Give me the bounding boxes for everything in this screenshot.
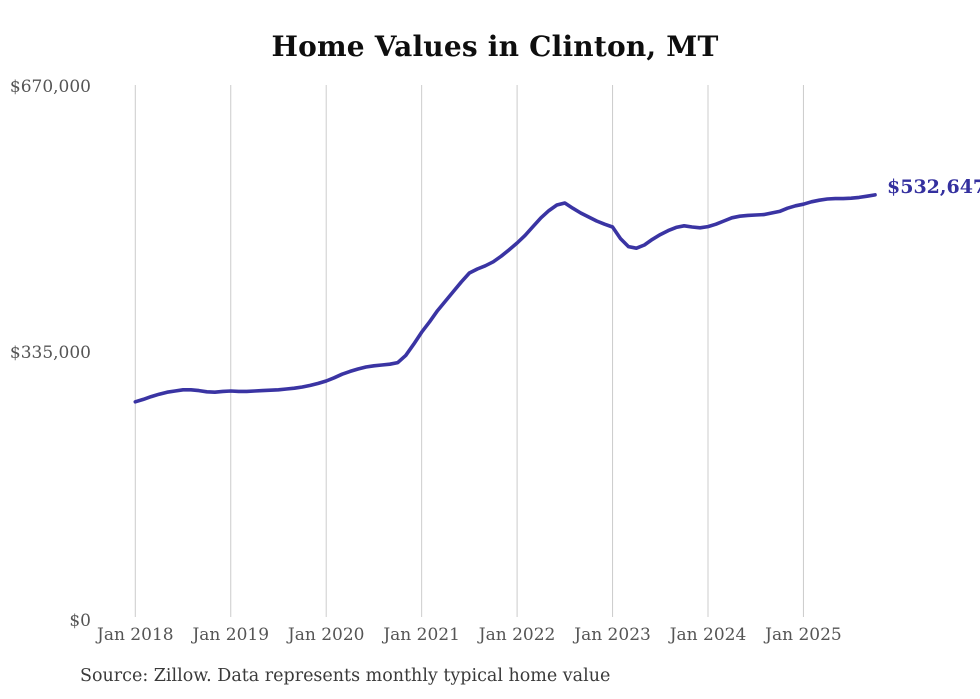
chart-title: Home Values in Clinton, MT <box>271 30 719 63</box>
x-axis-label: Jan 2022 <box>478 625 556 645</box>
source-note: Source: Zillow. Data represents monthly … <box>80 666 611 686</box>
y-axis-label-335000: $335,000 <box>9 343 91 363</box>
x-axis-label: Jan 2020 <box>287 625 365 645</box>
latest-value-label: $532,647 <box>887 176 980 198</box>
x-axis-label: Jan 2024 <box>669 625 747 645</box>
x-axis-label: Jan 2021 <box>383 625 460 645</box>
y-axis-label-670000: $670,000 <box>9 77 91 97</box>
x-axis-label: Jan 2019 <box>192 625 270 645</box>
y-axis-label-0: $0 <box>69 611 91 631</box>
x-axis-label: Jan 2018 <box>97 625 174 645</box>
x-axis-label: Jan 2023 <box>574 625 651 645</box>
home-value-line <box>133 193 877 404</box>
x-axis-label: Jan 2025 <box>765 625 842 645</box>
